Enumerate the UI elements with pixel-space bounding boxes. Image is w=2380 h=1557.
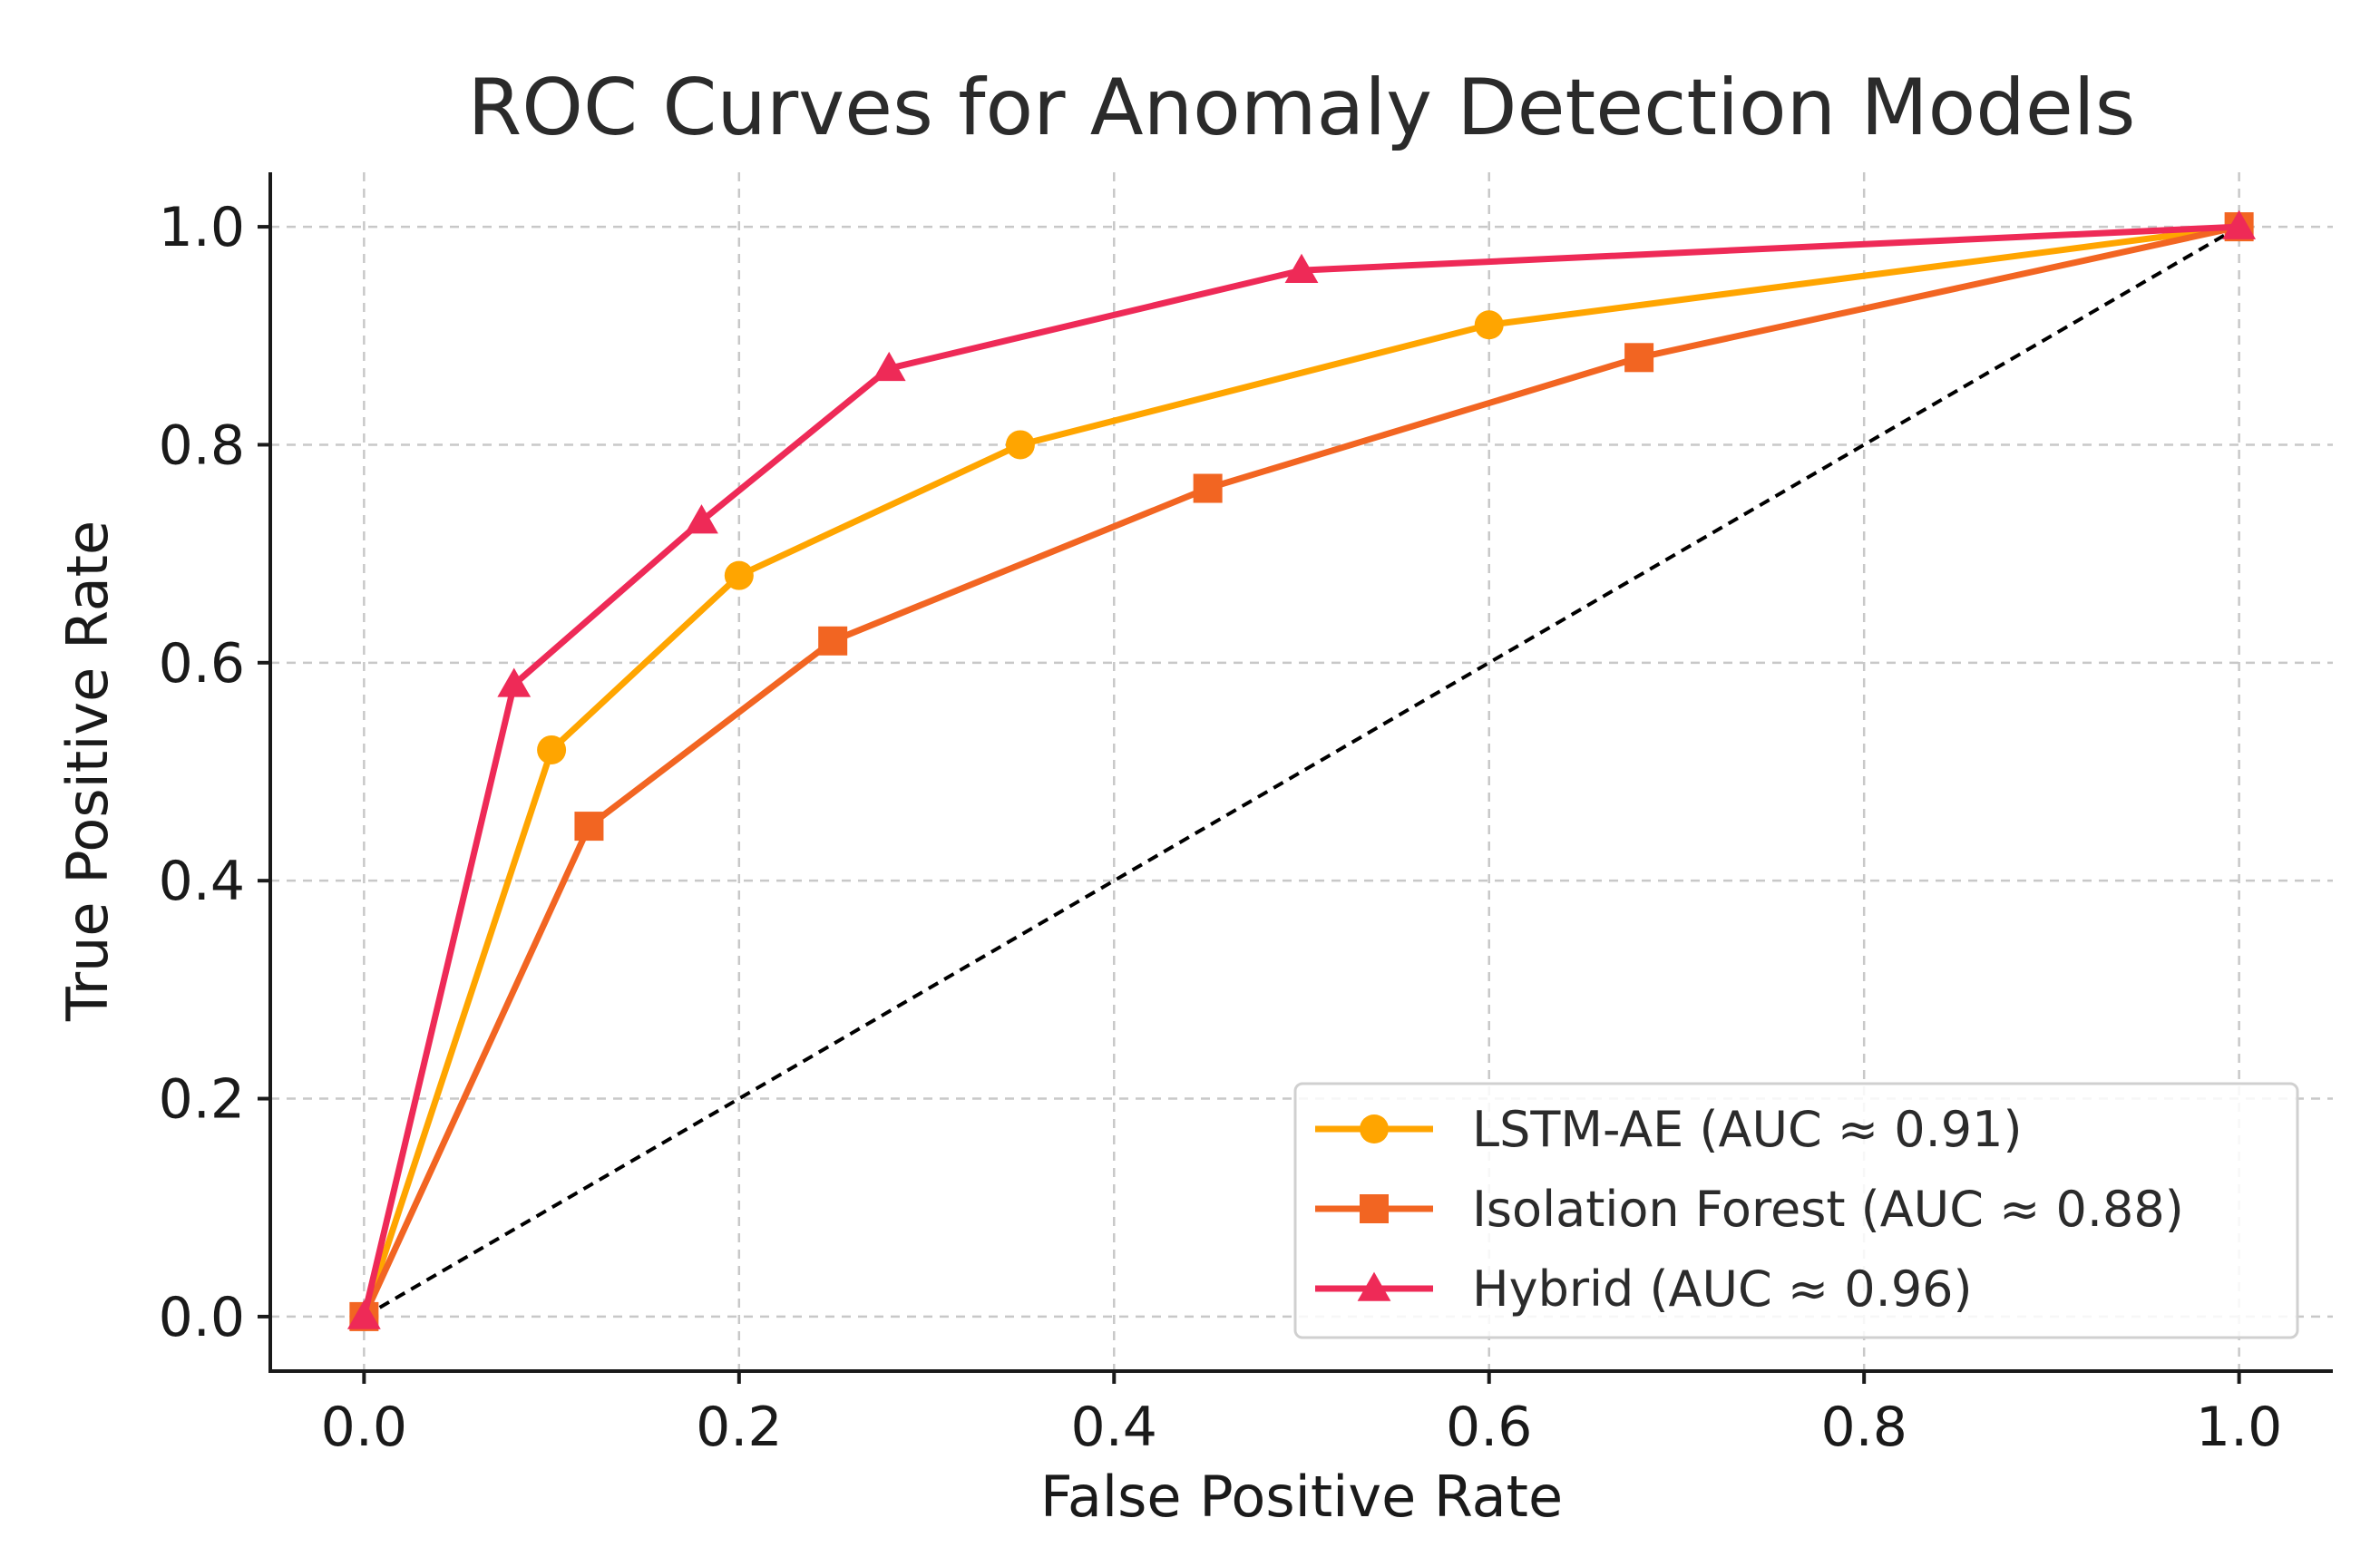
x-tick-label: 1.0	[2196, 1396, 2282, 1459]
legend-label: Isolation Forest (AUC ≈ 0.88)	[1472, 1181, 2184, 1238]
data-point	[1193, 473, 1223, 503]
data-point	[537, 735, 567, 764]
series-line	[360, 223, 2239, 1318]
x-tick-label: 0.2	[696, 1396, 782, 1459]
x-tick-label: 0.8	[1820, 1396, 1907, 1459]
y-tick-label: 1.0	[159, 196, 245, 259]
series-2	[346, 209, 2257, 1329]
y-tick-label: 0.0	[159, 1286, 245, 1349]
legend-label: LSTM-AE (AUC ≈ 0.91)	[1472, 1101, 2023, 1158]
legend-marker	[1360, 1114, 1389, 1143]
data-point	[2222, 209, 2257, 239]
y-tick-label: 0.4	[159, 850, 245, 913]
y-tick-label: 0.2	[159, 1068, 245, 1132]
data-point	[497, 667, 532, 697]
legend-item: Hybrid (AUC ≈ 0.96)	[1315, 1260, 1973, 1318]
data-point	[1005, 430, 1035, 460]
x-tick-label: 0.4	[1071, 1396, 1157, 1459]
data-point	[1624, 343, 1654, 373]
y-axis-label: True Positive Rate	[54, 521, 121, 1022]
legend-item: LSTM-AE (AUC ≈ 0.91)	[1315, 1101, 2023, 1158]
data-point	[818, 626, 848, 656]
data-point	[872, 351, 906, 382]
series-layer	[346, 209, 2257, 1331]
x-axis-label: False Positive Rate	[1040, 1464, 1563, 1530]
data-point	[1474, 310, 1504, 340]
y-tick-label: 0.8	[159, 414, 245, 477]
y-tick-label: 0.6	[159, 632, 245, 696]
data-point	[1284, 253, 1319, 283]
x-tick-label: 0.0	[321, 1396, 407, 1459]
chart-title: ROC Curves for Anomaly Detection Models	[468, 63, 2136, 153]
legend-label: Hybrid (AUC ≈ 0.96)	[1472, 1260, 1973, 1318]
legend-marker	[1357, 1271, 1391, 1301]
series-line	[361, 223, 2240, 1319]
legend-marker	[1360, 1194, 1389, 1223]
legend: LSTM-AE (AUC ≈ 0.91) Isolation Forest (AU…	[1293, 1082, 2299, 1339]
data-point	[685, 504, 718, 534]
axes-layer: 0.0 0.2 0.4 0.6 0.8 1.0 0.0 0.2 0.4 0.6 0.8 1.0	[159, 172, 2333, 1459]
series-line	[361, 223, 2240, 1319]
x-tick-label: 0.6	[1446, 1396, 1532, 1459]
data-point	[724, 560, 754, 590]
data-point	[346, 1299, 381, 1329]
legend-item: Isolation Forest (AUC ≈ 0.88)	[1315, 1181, 2184, 1238]
data-point	[574, 812, 604, 842]
legend-box	[1293, 1082, 2299, 1339]
